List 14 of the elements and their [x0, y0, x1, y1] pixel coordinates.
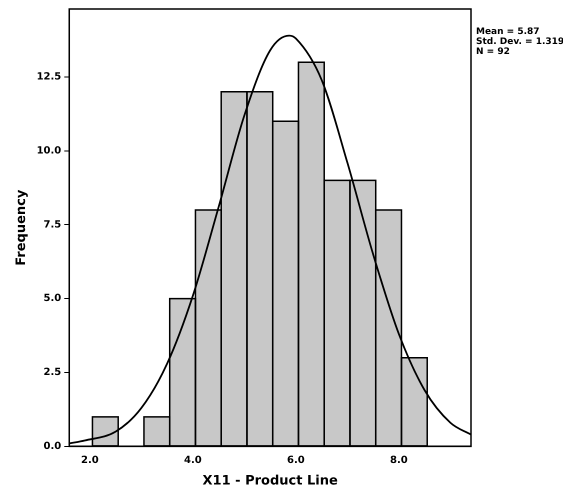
- y-axis-title: Frequency: [14, 189, 30, 266]
- x-tick-label: 4.0: [184, 454, 202, 466]
- text: N = 92: [476, 46, 510, 57]
- y-tick-label: 5.0: [44, 293, 62, 304]
- y-tick-label: 2.5: [44, 367, 62, 378]
- y-tick-label: 10.0: [36, 145, 62, 156]
- y-tick-label: 7.5: [44, 219, 62, 230]
- y-tick-label: 12.5: [36, 72, 62, 83]
- x-tick-label: 8.0: [390, 454, 408, 466]
- x-axis-title: X11 - Product Line: [202, 474, 338, 489]
- x-tick-label: 6.0: [287, 454, 305, 466]
- y-tick-label: 0.0: [44, 440, 62, 452]
- text: Mean = 5.87: [476, 26, 540, 37]
- x-tick-label: 2.0: [81, 454, 99, 466]
